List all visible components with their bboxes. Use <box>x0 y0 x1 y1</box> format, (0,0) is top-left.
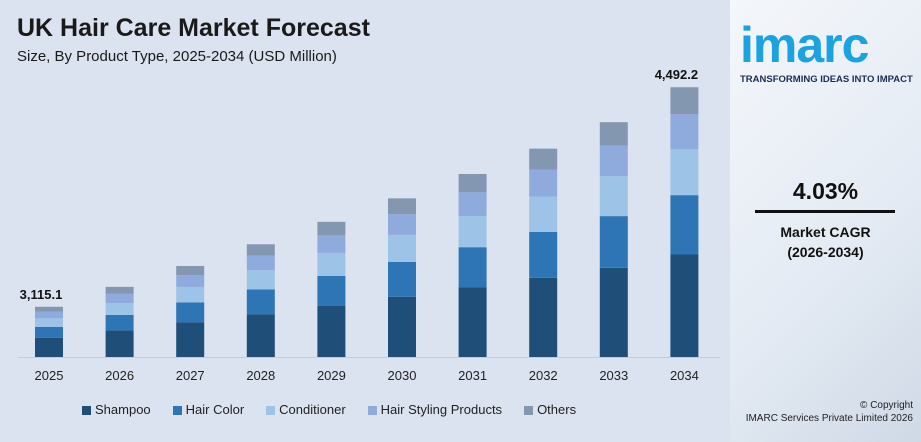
bar-segment-shampoo <box>246 314 275 357</box>
cagr-value: 4.03% <box>792 178 859 204</box>
bar-segment-others <box>458 173 487 193</box>
bar-segment-hair-styling-products <box>388 214 416 235</box>
bar-segment-hair-styling-products <box>105 293 134 303</box>
brand-tagline: TRANSFORMING IDEAS INTO IMPACT <box>740 74 913 85</box>
bar-segment-hair-styling-products <box>599 145 628 177</box>
bar-segment-others <box>599 122 628 146</box>
bar-segment-conditioner <box>246 270 275 290</box>
legend-item: Others <box>524 402 576 418</box>
bar-segment-shampoo <box>388 296 416 357</box>
total-data-label: 4,492.2 <box>655 67 698 82</box>
legend-swatch <box>82 405 91 415</box>
chart-panel: UK Hair Care Market Forecast Size, By Pr… <box>17 14 720 418</box>
bar-segment-conditioner <box>599 176 628 217</box>
legend-label: Hair Color <box>185 402 245 417</box>
bar-segment-conditioner <box>670 149 699 196</box>
legend-swatch <box>172 405 182 415</box>
legend-label: Hair Styling Products <box>380 402 503 417</box>
x-tick-label: 2030 <box>388 368 417 383</box>
x-tick-label: 2025 <box>35 368 64 383</box>
imarc-logo: imarc <box>740 17 869 73</box>
legend-item: Hair Styling Products <box>367 402 503 418</box>
bar-segment-hair-color <box>670 195 699 255</box>
bar-segment-conditioner <box>105 302 134 315</box>
bar-segment-hair-color <box>105 314 134 331</box>
cagr-divider <box>755 210 895 213</box>
total-data-label: 3,115.1 <box>20 287 63 302</box>
bar-segment-conditioner <box>35 318 63 327</box>
x-tick-label: 2031 <box>458 368 487 383</box>
bar-segment-hair-styling-products <box>35 311 63 319</box>
bar-segment-hair-color <box>246 289 275 315</box>
legend: Shampoo Hair Color Conditioner Hair Styling… <box>82 402 576 418</box>
x-tick-label: 2032 <box>529 368 558 383</box>
x-tick-label: 2033 <box>599 368 628 383</box>
bar-segment-others <box>246 244 275 256</box>
bar-segment-hair-color <box>317 275 346 306</box>
legend-swatch <box>266 405 276 415</box>
legend-label: Conditioner <box>279 402 346 417</box>
legend-swatch <box>367 405 377 415</box>
x-tick-label: 2034 <box>670 368 699 383</box>
bar-segment-conditioner <box>388 234 416 262</box>
bar-segment-shampoo <box>529 277 558 357</box>
bar-segment-hair-styling-products <box>317 235 346 253</box>
bar-segment-hair-color <box>35 326 63 338</box>
bar-chart: 2025 3,115.1 2026 2027 2028 2029 2030 2031 2032 2… <box>18 67 720 383</box>
bar-segment-hair-styling-products <box>529 169 558 197</box>
bar-segment-hair-color <box>176 302 205 323</box>
bar-segment-shampoo <box>317 305 346 357</box>
bar-segment-conditioner <box>317 252 346 276</box>
x-tick-label: 2027 <box>176 368 205 383</box>
x-tick-label: 2028 <box>246 368 275 383</box>
bar-segment-others <box>388 198 416 215</box>
copyright-label: © Copyright <box>860 400 913 411</box>
bar-segment-hair-color <box>458 247 487 288</box>
bar-segment-shampoo <box>670 254 699 357</box>
bar-segment-hair-color <box>529 231 558 278</box>
bar-segment-others <box>529 148 558 170</box>
bar-segment-shampoo <box>458 287 487 357</box>
copyright-company: IMARC Services Private Limited 2026 <box>745 413 913 424</box>
bar-segment-hair-styling-products <box>246 255 275 271</box>
bar-segment-hair-styling-products <box>670 114 699 150</box>
bar-segment-others <box>176 265 205 276</box>
cagr-label-block: Market CAGR (2026-2034) <box>730 222 921 262</box>
legend-label: Shampoo <box>95 402 151 417</box>
legend-item: Shampoo <box>82 402 151 418</box>
bar-segment-others <box>317 221 346 236</box>
bar-segment-shampoo <box>35 337 63 357</box>
cagr-period: (2026-2034) <box>787 244 864 260</box>
bar-segment-others <box>670 87 699 115</box>
x-tick-label: 2026 <box>105 368 134 383</box>
legend-label: Others <box>537 402 577 417</box>
bar-segment-hair-styling-products <box>176 275 205 287</box>
bar-segment-conditioner <box>176 286 205 303</box>
cagr-label: Market CAGR <box>780 224 871 240</box>
bar-segment-shampoo <box>176 322 205 357</box>
x-tick-label: 2029 <box>317 368 346 383</box>
bar-segment-shampoo <box>599 267 628 357</box>
info-panel: imarc TRANSFORMING IDEAS INTO IMPACT 4.0… <box>730 0 921 442</box>
copyright: © Copyright IMARC Services Private Limit… <box>746 399 913 425</box>
bar-segment-others <box>105 286 134 294</box>
bar-segment-others <box>35 306 63 312</box>
bar-segment-conditioner <box>458 216 487 248</box>
legend-item: Conditioner <box>266 402 346 418</box>
bar-segment-hair-color <box>388 261 416 297</box>
bar-segment-shampoo <box>105 330 134 357</box>
bar-segment-hair-styling-products <box>458 192 487 217</box>
chart-subtitle: Size, By Product Type, 2025-2034 (USD Mi… <box>17 48 337 65</box>
chart-title: UK Hair Care Market Forecast <box>17 14 370 42</box>
bar-segment-conditioner <box>529 196 558 232</box>
bar-segment-hair-color <box>599 216 628 268</box>
legend-swatch <box>524 405 534 415</box>
legend-item: Hair Color <box>172 402 245 418</box>
